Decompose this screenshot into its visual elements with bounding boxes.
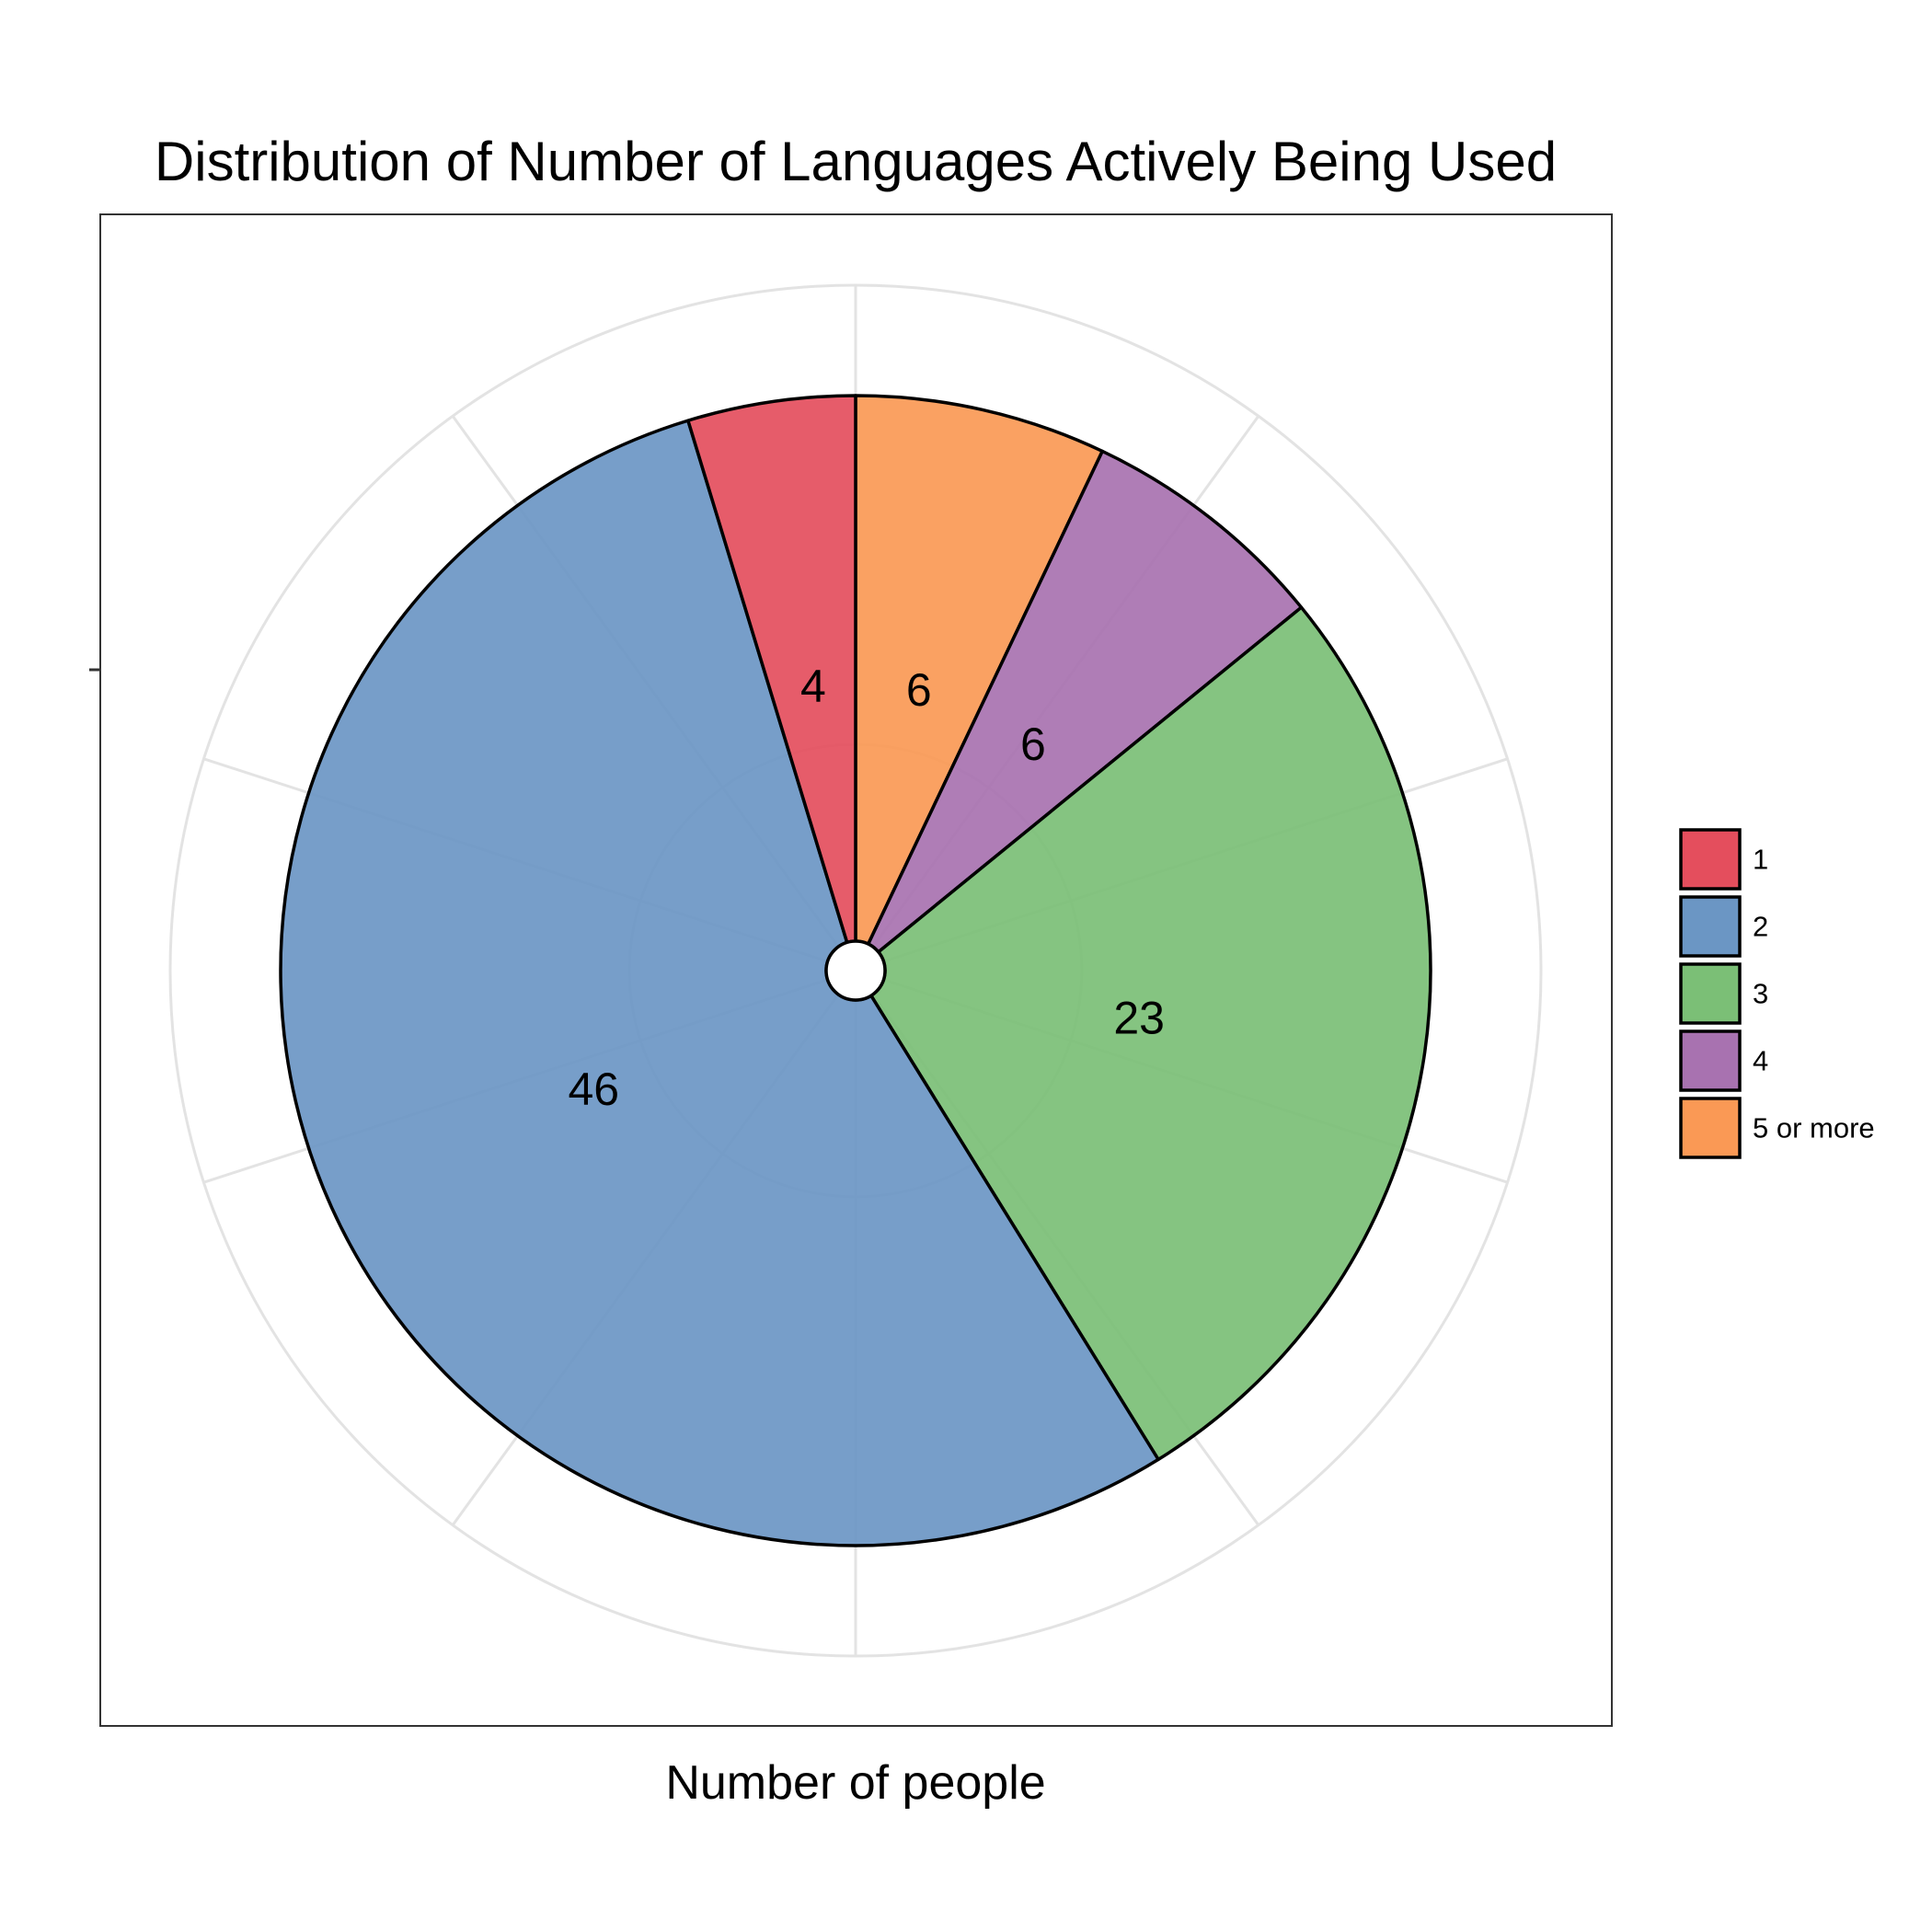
legend-swatch-2 [1679,895,1742,958]
data-label-5-or-more: 6 [906,664,932,716]
x-axis-label: Number of people [665,1756,1045,1810]
data-label-2: 46 [568,1064,619,1115]
legend-label-5-or-more: 5 or more [1753,1112,1875,1144]
legend-swatch-1 [1679,828,1742,891]
legend-label-1: 1 [1753,844,1768,876]
data-label-1: 4 [800,661,826,712]
chart-title: Distribution of Number of Languages Acti… [155,131,1557,192]
legend-label-4: 4 [1753,1045,1768,1077]
data-label-3: 23 [1113,993,1165,1044]
legend-swatch-3 [1679,962,1742,1025]
pie-slices [279,394,1432,1547]
legend-label-3: 3 [1753,978,1768,1010]
legend-swatch-4 [1679,1029,1742,1092]
center-hole [824,939,887,1002]
legend-label-2: 2 [1753,911,1768,943]
data-labels: 6 6 23 46 4 [568,661,1165,1115]
data-label-4: 6 [1020,719,1046,770]
legend: 1 2 3 4 5 or more [1679,828,1875,1159]
legend-swatch-5-or-more [1679,1097,1742,1159]
